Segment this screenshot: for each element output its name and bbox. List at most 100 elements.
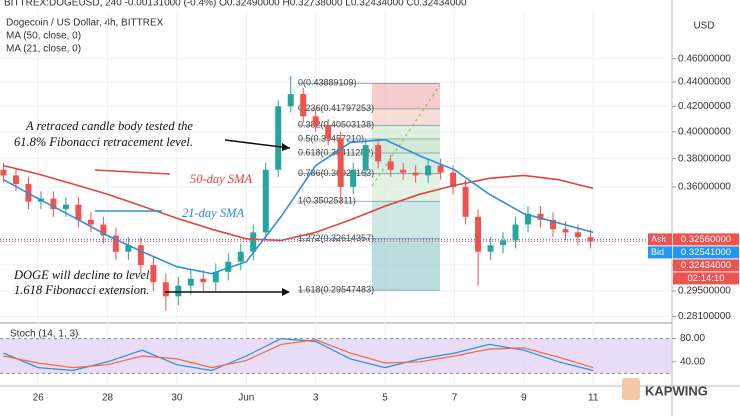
candle-body — [300, 94, 307, 117]
candle-body — [275, 106, 282, 170]
candle-body — [475, 216, 482, 252]
candle-body — [312, 116, 319, 126]
candle-body — [262, 169, 269, 233]
y-tick-label: 0.36000000 — [678, 182, 731, 193]
candle-body — [525, 213, 532, 225]
fib-label: 0(0.43889109) — [298, 78, 357, 88]
fib-zone — [372, 238, 440, 291]
arrow — [224, 139, 291, 149]
candle-body — [125, 245, 132, 252]
stoch-line — [3, 339, 594, 369]
candle-body — [175, 285, 182, 297]
fib-label: 0.236(0.41797253) — [298, 103, 374, 113]
candle-body — [150, 265, 157, 283]
candle-body — [412, 172, 419, 176]
candle-body — [462, 186, 469, 217]
ma-line — [3, 164, 594, 242]
x-tick-label: 30 — [171, 393, 183, 404]
stoch-line — [3, 337, 594, 372]
x-tick-label: 11 — [588, 393, 599, 404]
candle-body — [437, 165, 444, 173]
y-tick-label: 0.38000000 — [678, 153, 731, 164]
candle-body — [0, 169, 7, 176]
y-tick-label: 0.46000000 — [678, 53, 731, 64]
candle-body — [200, 278, 207, 283]
candle-body — [537, 213, 544, 220]
candle-body — [12, 175, 19, 185]
candle-body — [162, 282, 169, 297]
series-label: 50-day SMA — [190, 172, 252, 186]
candle-body — [350, 169, 357, 187]
candle-body — [62, 204, 69, 210]
x-tick-label: 7 — [452, 393, 458, 404]
fib-label: 0.382(0.40503138) — [298, 120, 374, 130]
candle-body — [450, 172, 457, 187]
y-tick-label: 0.40000000 — [678, 126, 731, 137]
projection — [371, 84, 441, 187]
indicator: MA (50, close, 0) — [6, 31, 81, 42]
annotation: 61.8% Fibonacci retracement level. — [14, 135, 193, 149]
title: Dogecoin / US Dollar, 4h, BITTREX — [6, 18, 164, 29]
x-tick-label: 26 — [33, 393, 45, 404]
candle-body — [187, 278, 194, 286]
fib-zone — [372, 173, 440, 202]
arrow-head — [282, 288, 290, 296]
y-tick-label: 0.28100000 — [678, 311, 731, 322]
fib-zone — [372, 83, 440, 109]
price-badge — [673, 246, 739, 259]
candle-body — [362, 145, 369, 170]
annotation: DOGE will decline to level — [13, 268, 150, 282]
annotations: A retraced candle body tested the 61.8% … — [13, 119, 291, 297]
countdown: 02:14:10 — [688, 273, 725, 284]
candle-body — [100, 224, 107, 236]
x-tick-label: 9 — [521, 393, 527, 404]
x-tick-label: 28 — [102, 393, 114, 404]
candle-body — [500, 240, 507, 246]
price-badge-label: 0.32434000 — [681, 260, 731, 271]
x-tick-label: Jun — [238, 393, 254, 404]
fib-label: 0.786(0.36922163) — [298, 168, 374, 178]
stoch-band — [0, 338, 672, 374]
series-label: 21-day SMA — [182, 206, 244, 220]
fib-label: 1.618(0.29547483) — [298, 285, 374, 295]
fib-zone — [372, 138, 440, 154]
candle-body — [487, 245, 494, 252]
candle-body — [387, 161, 394, 170]
candle-body — [512, 224, 519, 241]
candle-body — [112, 235, 119, 252]
watermark: KAPWING — [645, 383, 708, 398]
stoch-title: Stoch (14, 1, 3) — [10, 329, 78, 340]
y-tick-label: 40.00 — [680, 356, 705, 367]
candle-body — [562, 229, 569, 233]
x-tick-label: 5 — [382, 393, 388, 404]
annotation: 1.618 Fibonacci extension. — [14, 283, 149, 297]
x-tick-label: 3 — [313, 393, 319, 404]
badge-tag — [648, 246, 672, 259]
candle-body — [400, 169, 407, 173]
candle-body — [574, 232, 581, 238]
indicator: MA (21, close, 0) — [6, 44, 81, 55]
pointer — [94, 169, 171, 175]
y-tick-label: 0.44000000 — [678, 77, 731, 88]
candle-body — [325, 125, 332, 139]
annotation: A retraced candle body tested the — [25, 119, 193, 133]
candle-body — [550, 219, 557, 230]
fib-zone — [372, 125, 440, 139]
y-tick-label: 80.00 — [680, 333, 705, 344]
watermark-icon — [622, 378, 640, 400]
price-badge — [673, 259, 739, 272]
price-badge-label: 0.32541000 — [681, 247, 731, 258]
fib-zone — [372, 108, 440, 126]
candle-body — [375, 145, 382, 162]
candle-body — [75, 204, 82, 220]
candle-body — [425, 165, 432, 176]
badge-name: Ask — [651, 234, 667, 244]
candle-body — [50, 198, 57, 210]
candle-body — [287, 94, 294, 107]
price-badge-label: 0.32560000 — [681, 234, 731, 245]
y-tick-label: 0.42000000 — [678, 101, 731, 112]
countdown-bg — [673, 272, 739, 285]
arrow-head — [282, 143, 290, 151]
ma-line — [3, 138, 594, 275]
